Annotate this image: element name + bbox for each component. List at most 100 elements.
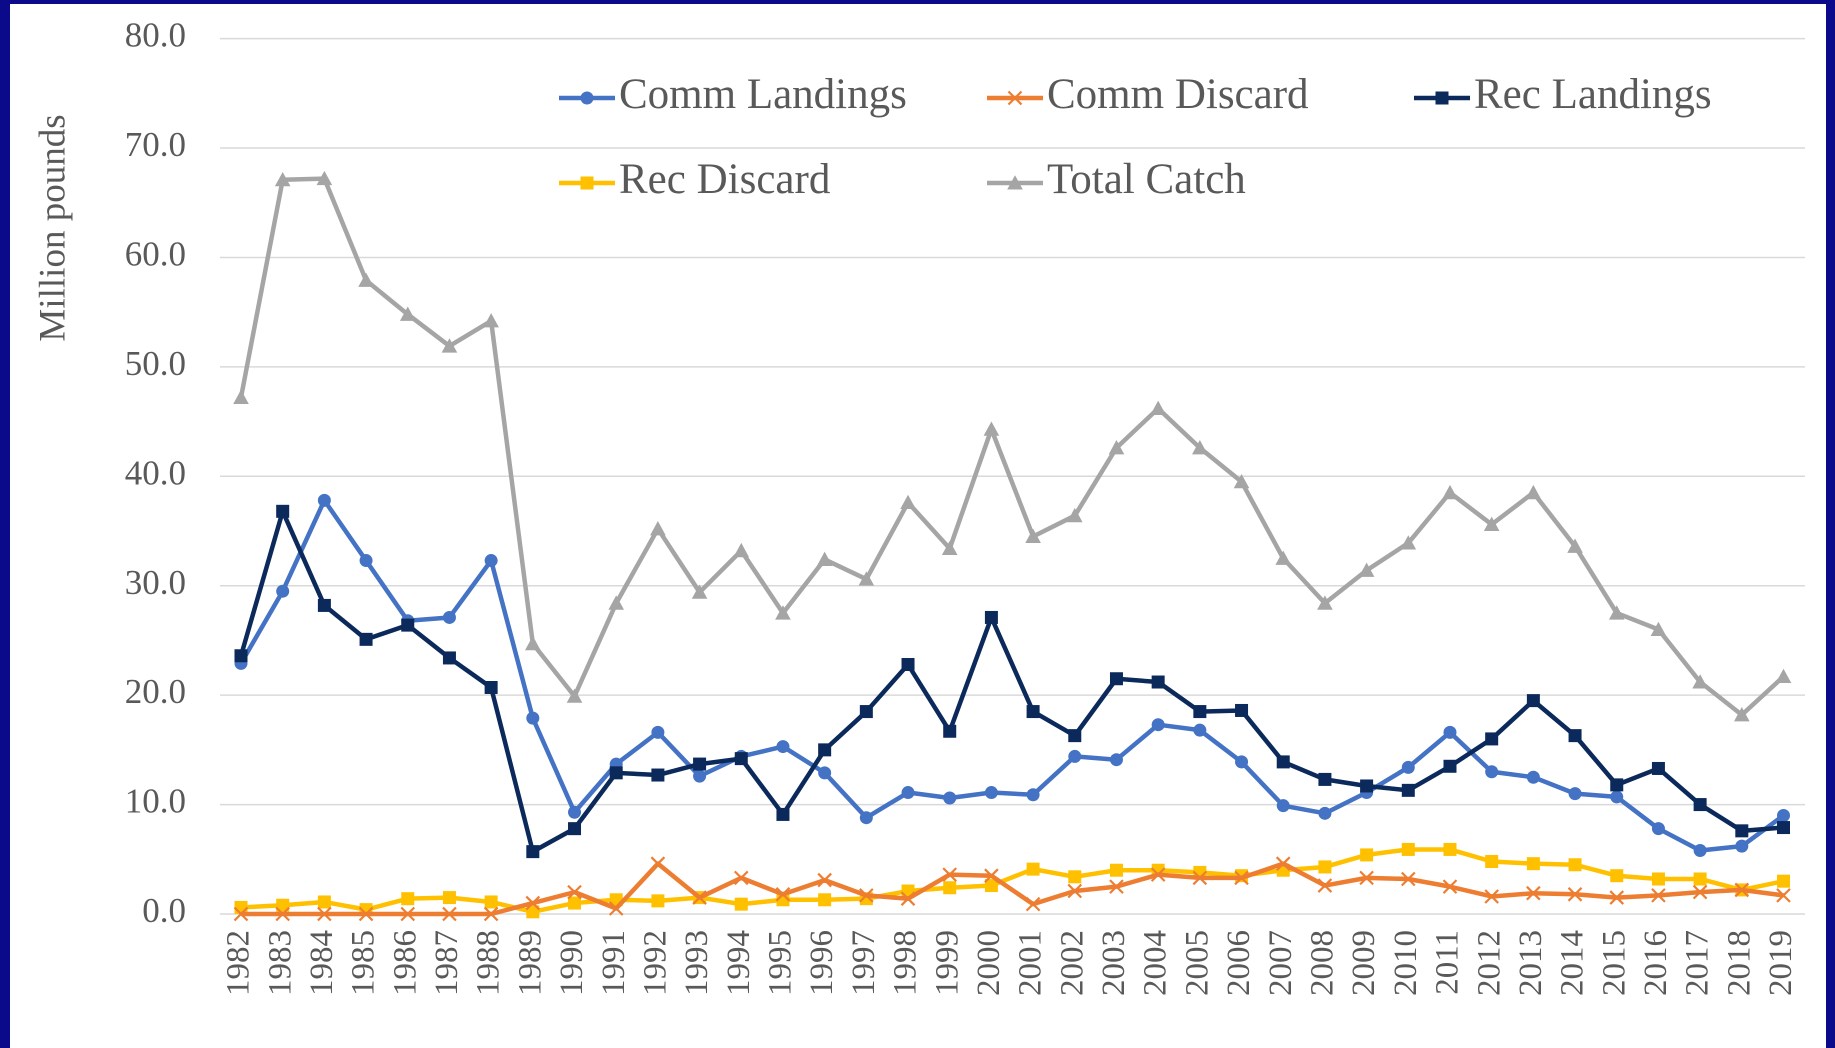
point xyxy=(1400,535,1417,550)
point xyxy=(943,791,957,805)
point xyxy=(1651,761,1665,775)
x-tick-label: 1985 xyxy=(346,930,382,996)
point xyxy=(1109,672,1123,686)
point xyxy=(1777,821,1790,835)
legend-label: Rec Landings xyxy=(1474,71,1712,118)
point xyxy=(1401,842,1415,856)
legend-marker xyxy=(1007,175,1023,190)
point xyxy=(1692,884,1708,900)
point xyxy=(775,605,791,620)
series-line xyxy=(241,861,1784,917)
point xyxy=(901,658,915,672)
point xyxy=(442,651,456,665)
legend-marker xyxy=(1435,91,1449,105)
point xyxy=(1692,674,1708,689)
x-tick-label: 1999 xyxy=(929,930,965,996)
point xyxy=(693,769,707,783)
point xyxy=(1318,772,1332,786)
y-tick-label: 0.0 xyxy=(142,891,186,930)
point xyxy=(1151,675,1165,689)
x-tick-label: 1986 xyxy=(387,930,423,996)
x-tick-label: 2000 xyxy=(971,930,1007,996)
point xyxy=(984,879,998,893)
point xyxy=(859,811,873,825)
point xyxy=(1485,765,1499,779)
y-tick-label: 40.0 xyxy=(125,453,186,492)
point xyxy=(650,521,666,536)
point xyxy=(567,884,582,900)
legend-marker xyxy=(1007,90,1023,106)
point xyxy=(1693,872,1707,886)
x-tick-label: 2010 xyxy=(1388,930,1424,996)
point xyxy=(1235,703,1249,717)
point xyxy=(1651,872,1665,886)
point xyxy=(775,887,791,902)
y-tick-label: 30.0 xyxy=(125,563,186,602)
point xyxy=(234,649,248,663)
point xyxy=(941,540,958,556)
point xyxy=(1109,863,1123,877)
point xyxy=(1443,759,1457,773)
point xyxy=(358,906,374,922)
x-tick-label: 1982 xyxy=(221,930,257,996)
point xyxy=(1651,822,1665,836)
point xyxy=(651,725,665,739)
legend-label: Comm Discard xyxy=(1047,71,1309,118)
point xyxy=(442,891,456,905)
point xyxy=(566,688,583,703)
point xyxy=(1068,870,1082,884)
point xyxy=(442,610,456,624)
x-tick-label: 1996 xyxy=(804,930,840,996)
series-line xyxy=(238,509,1784,854)
point xyxy=(568,896,582,910)
x-tick-label: 1995 xyxy=(763,930,799,996)
point xyxy=(1693,844,1707,858)
point xyxy=(1443,842,1457,856)
point xyxy=(359,554,373,568)
point xyxy=(483,313,499,328)
point xyxy=(359,632,373,646)
point xyxy=(1318,806,1332,820)
point xyxy=(1360,779,1374,793)
point xyxy=(1526,885,1541,901)
point xyxy=(568,822,582,836)
point xyxy=(1026,705,1040,719)
point xyxy=(1567,538,1583,553)
point xyxy=(900,494,916,510)
x-tick-label: 2007 xyxy=(1263,930,1299,996)
point xyxy=(484,895,498,909)
point xyxy=(525,895,541,911)
point xyxy=(275,906,290,922)
point xyxy=(526,711,540,725)
point xyxy=(1401,760,1415,774)
point xyxy=(1358,562,1375,577)
y-tick-label: 50.0 xyxy=(125,344,186,383)
point xyxy=(1109,879,1124,894)
point xyxy=(1068,729,1082,743)
x-tick-label: 2008 xyxy=(1304,930,1340,996)
point xyxy=(943,881,957,895)
point xyxy=(1651,888,1666,903)
x-tick-label: 1997 xyxy=(846,930,882,996)
x-tick-label: 2002 xyxy=(1054,930,1090,996)
point xyxy=(1066,507,1083,523)
point xyxy=(858,571,875,586)
point xyxy=(733,870,749,886)
point xyxy=(442,906,457,922)
x-tick-label: 1987 xyxy=(429,930,465,996)
point xyxy=(1735,824,1749,838)
x-tick-label: 1998 xyxy=(888,930,924,996)
point xyxy=(399,306,416,321)
point xyxy=(1693,798,1707,812)
point xyxy=(276,898,290,912)
point xyxy=(1735,839,1749,853)
point xyxy=(1610,778,1624,792)
x-tick-label: 2015 xyxy=(1596,930,1632,996)
point xyxy=(1193,723,1207,737)
point xyxy=(1734,882,1750,898)
point xyxy=(1734,707,1750,722)
point xyxy=(651,768,665,782)
point xyxy=(1317,595,1333,610)
legend-marker xyxy=(580,176,594,190)
